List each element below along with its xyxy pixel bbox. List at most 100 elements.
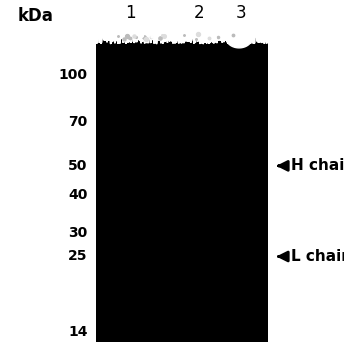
- Polygon shape: [229, 18, 230, 40]
- Text: 40: 40: [68, 188, 88, 202]
- Polygon shape: [203, 18, 204, 44]
- Polygon shape: [231, 18, 232, 44]
- Text: 30: 30: [68, 226, 88, 240]
- Polygon shape: [139, 18, 140, 41]
- Polygon shape: [193, 18, 194, 44]
- Polygon shape: [263, 18, 264, 42]
- Polygon shape: [208, 18, 209, 44]
- Polygon shape: [213, 18, 214, 43]
- Polygon shape: [235, 18, 236, 41]
- Polygon shape: [172, 18, 173, 41]
- Polygon shape: [180, 18, 181, 42]
- Polygon shape: [125, 18, 126, 42]
- Polygon shape: [162, 18, 163, 44]
- Polygon shape: [212, 18, 213, 42]
- Polygon shape: [265, 18, 266, 42]
- Polygon shape: [158, 18, 159, 38]
- Polygon shape: [107, 18, 108, 42]
- Polygon shape: [135, 18, 136, 42]
- Polygon shape: [171, 18, 172, 41]
- Polygon shape: [104, 18, 105, 40]
- Polygon shape: [190, 18, 191, 43]
- Polygon shape: [142, 18, 143, 42]
- Polygon shape: [257, 18, 258, 41]
- Polygon shape: [99, 18, 100, 43]
- Polygon shape: [112, 18, 113, 41]
- Polygon shape: [222, 18, 223, 42]
- Polygon shape: [102, 18, 103, 38]
- Polygon shape: [96, 18, 97, 44]
- Polygon shape: [242, 18, 243, 40]
- Polygon shape: [150, 18, 151, 42]
- Polygon shape: [189, 18, 190, 39]
- Polygon shape: [192, 18, 193, 39]
- Polygon shape: [109, 18, 110, 41]
- Polygon shape: [250, 18, 251, 44]
- Polygon shape: [161, 18, 162, 38]
- Polygon shape: [223, 18, 224, 40]
- Polygon shape: [114, 18, 115, 40]
- Polygon shape: [116, 18, 117, 40]
- Text: 14: 14: [68, 325, 88, 339]
- Polygon shape: [138, 18, 139, 39]
- Polygon shape: [261, 18, 262, 43]
- Polygon shape: [227, 18, 228, 44]
- Polygon shape: [194, 18, 195, 43]
- Text: 2: 2: [194, 4, 205, 22]
- Polygon shape: [252, 18, 253, 40]
- Polygon shape: [133, 18, 134, 42]
- Polygon shape: [210, 18, 211, 43]
- Text: kDa: kDa: [17, 7, 53, 25]
- Polygon shape: [185, 18, 186, 41]
- Polygon shape: [204, 18, 205, 39]
- Polygon shape: [256, 18, 257, 37]
- Polygon shape: [137, 18, 138, 40]
- Polygon shape: [217, 18, 218, 39]
- Polygon shape: [147, 18, 148, 43]
- Polygon shape: [206, 18, 207, 44]
- Text: 25: 25: [68, 249, 88, 264]
- Polygon shape: [264, 18, 265, 44]
- Bar: [96, 36, 268, 342]
- Polygon shape: [245, 18, 246, 41]
- Polygon shape: [97, 18, 98, 42]
- Polygon shape: [244, 18, 245, 40]
- Polygon shape: [188, 18, 189, 42]
- Polygon shape: [154, 18, 155, 40]
- Text: 50: 50: [68, 159, 88, 173]
- Polygon shape: [214, 18, 215, 40]
- Polygon shape: [129, 18, 130, 39]
- Polygon shape: [145, 18, 146, 42]
- Polygon shape: [224, 18, 225, 41]
- Polygon shape: [130, 18, 131, 43]
- Polygon shape: [202, 18, 203, 44]
- Polygon shape: [151, 18, 152, 40]
- Polygon shape: [209, 18, 210, 40]
- Polygon shape: [144, 18, 145, 43]
- Polygon shape: [247, 18, 248, 43]
- Polygon shape: [128, 18, 129, 42]
- Polygon shape: [205, 18, 206, 39]
- Polygon shape: [258, 18, 259, 43]
- Polygon shape: [232, 18, 233, 41]
- Polygon shape: [239, 18, 240, 37]
- Text: L chain: L chain: [291, 249, 344, 264]
- Polygon shape: [164, 18, 165, 42]
- Polygon shape: [170, 18, 171, 40]
- Polygon shape: [178, 18, 179, 43]
- Polygon shape: [233, 18, 234, 38]
- Polygon shape: [253, 18, 254, 44]
- Polygon shape: [119, 18, 120, 43]
- Polygon shape: [118, 18, 119, 44]
- Polygon shape: [111, 18, 112, 42]
- Polygon shape: [195, 18, 196, 42]
- Polygon shape: [198, 18, 199, 41]
- Polygon shape: [152, 18, 153, 39]
- Polygon shape: [157, 18, 158, 40]
- Polygon shape: [98, 18, 99, 37]
- Polygon shape: [226, 28, 252, 48]
- Polygon shape: [149, 18, 150, 38]
- Text: 1: 1: [126, 4, 136, 22]
- Polygon shape: [184, 18, 185, 41]
- Polygon shape: [226, 18, 227, 41]
